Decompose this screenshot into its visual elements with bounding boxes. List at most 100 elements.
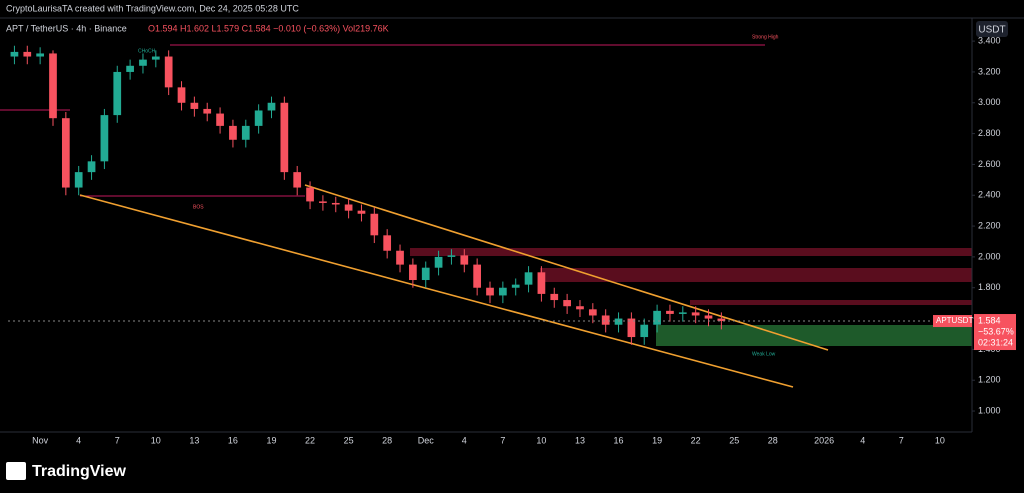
candle-body [87,161,96,173]
price-tag-symbol: APTUSDT [936,316,973,325]
x-tick-label: 28 [382,435,392,445]
candle-body [113,71,122,116]
candle-body [421,267,430,281]
x-tick-label: 10 [151,435,161,445]
candle-body [640,324,649,338]
candle-body [434,256,443,268]
price-tag-box [974,314,1016,351]
x-tick-label: 19 [266,435,276,445]
candle-body [666,310,674,314]
candle-body [254,110,263,126]
x-tick-label: 10 [935,435,945,445]
supply-zone [690,300,972,305]
x-tick-label: 4 [462,435,467,445]
candle-body [357,210,366,214]
annotation: Strong High [752,34,779,40]
candle-body [563,300,571,307]
candle-body [678,312,687,314]
price-tag-countdown: 02:31:24 [978,337,1013,347]
candle-body [473,264,482,288]
candle-body [267,102,276,111]
x-tick-label: 2026 [814,435,834,445]
price-tag-change: −53.67% [978,326,1014,336]
candle-body [691,312,700,316]
y-tick-label: 3.200 [978,66,1001,76]
candle-body [100,115,109,162]
price-tag-price: 1.584 [978,315,1001,325]
x-tick-label: 19 [652,435,662,445]
candle-body [280,102,289,173]
x-tick-label: 13 [575,435,585,445]
candle-body [74,172,83,188]
ohlc-legend: O1.594 H1.602 L1.579 C1.584 −0.010 (−0.6… [148,23,389,33]
price-tag-box [933,315,972,328]
y-tick-label: 1.800 [978,282,1001,292]
candle-body [717,318,726,322]
candle-body [319,201,327,203]
candle-body [653,310,661,325]
y-tick-label: 2.600 [978,159,1001,169]
y-tick-label: 3.000 [978,97,1001,107]
x-tick-label: 16 [614,435,624,445]
candle-body [576,306,584,310]
demand-zone [656,325,972,346]
currency: USDT [978,25,1005,36]
candle-body [704,315,713,319]
candle-body [614,318,623,325]
candle-body [293,172,302,188]
candle-body [498,287,507,296]
candle-body [331,202,340,205]
candle-body [588,309,597,316]
candle-body [241,125,250,140]
candle-body [486,287,494,296]
x-tick-label: 22 [691,435,701,445]
candle-body [601,315,610,325]
candle-body [190,102,199,109]
candle-body [229,125,237,140]
candle-body [460,255,469,265]
chart-title: APT / TetherUS · 4h · Binance [6,23,127,33]
candle-body [49,53,57,119]
annotation: CHoCH [138,48,156,54]
candle-body [164,56,173,88]
y-tick-label: 1.000 [978,405,1001,415]
candle-body [177,87,186,103]
x-tick-label: 25 [729,435,739,445]
candle-body [306,187,314,202]
plot [10,45,726,345]
candle-body [370,213,379,236]
candle-body [383,235,392,251]
candle-body [396,250,404,265]
x-tick-label: 7 [899,435,904,445]
x-tick-label: 28 [768,435,778,445]
x-tick-label: Dec [418,435,435,445]
x-tick-label: 4 [76,435,81,445]
trendline [304,184,829,351]
candle-body [10,51,19,57]
candle-body [511,284,520,288]
x-tick-label: 7 [115,435,120,445]
annotation: BOS [193,204,204,210]
annotation: Weak Low [752,351,776,357]
supply-zone [410,248,972,256]
y-tick-label: 1.200 [978,375,1001,385]
brand-logo [6,462,26,480]
candle-body [409,264,417,281]
y-tick-label: 2.000 [978,251,1001,261]
y-tick-label: 2.800 [978,128,1001,138]
currency-box[interactable] [976,21,1008,37]
chart-subtitle: CryptoLaurisaTA created with TradingView… [6,3,299,13]
candle-body [550,293,559,301]
brand: TradingView [32,463,127,480]
candle-body [537,272,546,294]
y-tick-label: 2.200 [978,220,1001,230]
x-tick-label: 4 [860,435,865,445]
candle-body [126,65,134,72]
x-tick-label: 10 [536,435,546,445]
x-tick-label: 22 [305,435,315,445]
candle-body [139,59,147,66]
y-tick-label: 2.400 [978,190,1001,200]
y-tick-label: 3.400 [978,35,1001,45]
